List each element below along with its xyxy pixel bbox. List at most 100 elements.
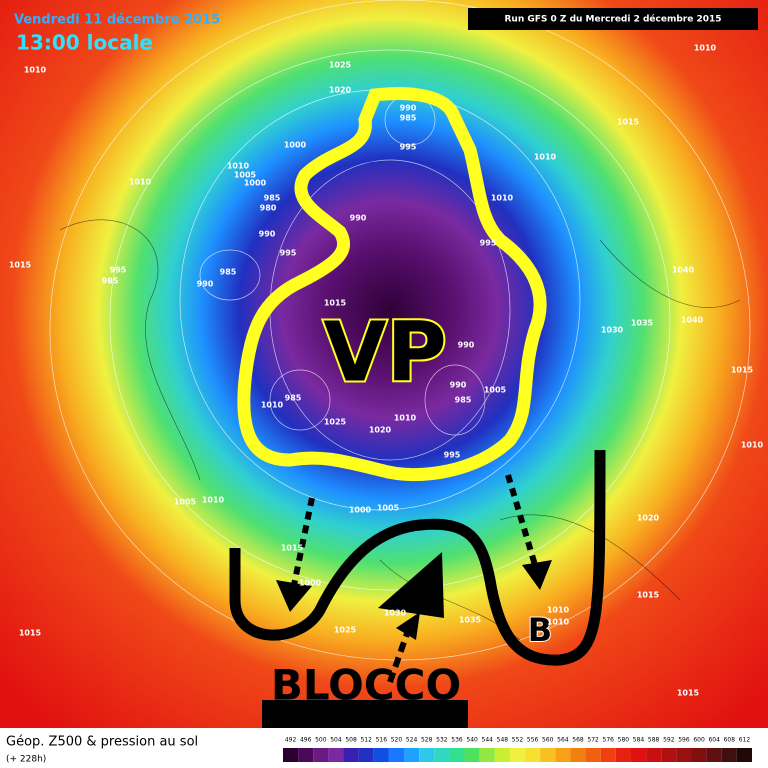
legend-swatch bbox=[449, 748, 465, 762]
legend-swatch bbox=[676, 748, 692, 762]
isobar-label: 1010 bbox=[129, 178, 152, 187]
isobar-label: 1025 bbox=[324, 418, 347, 427]
isobar-label: 1005 bbox=[377, 504, 400, 513]
legend-value: 540 bbox=[466, 737, 478, 744]
isobar-label: 1020 bbox=[637, 514, 660, 523]
isobar-label: 1010 bbox=[261, 401, 284, 410]
isobar-label: 985 bbox=[102, 277, 119, 286]
legend-swatch bbox=[646, 748, 662, 762]
isobar-label: 1035 bbox=[631, 319, 654, 328]
legend-value: 496 bbox=[300, 737, 312, 744]
isobar-label: 1010 bbox=[24, 66, 47, 75]
isobar-label: 985 bbox=[455, 396, 472, 405]
legend-swatch bbox=[661, 748, 677, 762]
isobar-label: 985 bbox=[220, 268, 237, 277]
isobar-label: 1020 bbox=[369, 426, 392, 435]
legend-value: 516 bbox=[376, 737, 388, 744]
legend-value: 504 bbox=[330, 737, 342, 744]
isobar-label: 1000 bbox=[244, 179, 267, 188]
legend-value: 492 bbox=[285, 737, 297, 744]
legend-swatch bbox=[509, 748, 526, 762]
time: 13:00 locale bbox=[16, 31, 153, 55]
legend-swatch bbox=[434, 748, 450, 762]
isobar-label: 990 bbox=[450, 381, 467, 390]
legend-swatch bbox=[373, 748, 389, 762]
run-box bbox=[468, 8, 758, 30]
footer-title: Géop. Z500 & pression au sol bbox=[6, 735, 198, 750]
legend-value: 552 bbox=[512, 737, 524, 744]
legend-swatch bbox=[540, 748, 556, 762]
isobar-label: 1010 bbox=[547, 618, 570, 627]
legend-swatch bbox=[494, 748, 510, 762]
legend-swatch bbox=[585, 748, 601, 762]
date: Vendredi 11 décembre 2015 bbox=[14, 13, 220, 28]
legend-swatch bbox=[479, 748, 495, 762]
isobar-label: 1010 bbox=[547, 606, 570, 615]
isobar-label: 1010 bbox=[741, 441, 764, 450]
isobar-label: 1005 bbox=[484, 386, 507, 395]
legend-value: 564 bbox=[557, 737, 569, 744]
isobar-label: 1015 bbox=[9, 261, 32, 270]
isobar-label: 1015 bbox=[324, 299, 347, 308]
isobar-label: 1005 bbox=[174, 498, 197, 507]
legend-value: 536 bbox=[451, 737, 463, 744]
isobar-label: 1010 bbox=[202, 496, 225, 505]
legend-swatch bbox=[721, 748, 737, 762]
legend-value: 596 bbox=[678, 737, 690, 744]
isobar-label: 990 bbox=[197, 280, 214, 289]
block-path bbox=[229, 449, 606, 666]
isobar-label: 1015 bbox=[731, 366, 754, 375]
legend-value: 568 bbox=[572, 737, 584, 744]
legend-value: 576 bbox=[603, 737, 615, 744]
legend-value: 592 bbox=[663, 737, 675, 744]
isobar-label: 995 bbox=[480, 239, 497, 248]
isobar-label: 1000 bbox=[284, 141, 307, 150]
legend-swatch bbox=[464, 748, 480, 762]
isobar-label: 1025 bbox=[329, 61, 352, 70]
dashed-arrows bbox=[291, 474, 538, 683]
isobar-label: 1000 bbox=[349, 506, 372, 515]
vortex-label: VP bbox=[323, 305, 447, 400]
legend-value: 528 bbox=[421, 737, 433, 744]
legend-value: 588 bbox=[648, 737, 660, 744]
isobar-label: 985 bbox=[400, 114, 417, 123]
isobar-label: 1025 bbox=[334, 626, 357, 635]
legend-value: 608 bbox=[724, 737, 736, 744]
isobar-label: 985 bbox=[285, 394, 302, 403]
isobar-label: 1015 bbox=[617, 118, 640, 127]
legend-swatch bbox=[328, 748, 344, 762]
isobar-label: 1015 bbox=[677, 689, 700, 698]
legend-value: 612 bbox=[739, 737, 751, 744]
isobar-label: 1000 bbox=[299, 579, 322, 588]
legend-swatch bbox=[404, 748, 420, 762]
legend: 492 496 500 504 508 512 516 520 524 528 532 536 540 5… bbox=[283, 737, 752, 762]
legend-value: 544 bbox=[482, 737, 494, 744]
legend-value: 512 bbox=[360, 737, 372, 744]
isobar-label: 995 bbox=[110, 266, 127, 275]
legend-swatch bbox=[600, 748, 616, 762]
legend-value: 508 bbox=[345, 737, 357, 744]
isobar-label: 995 bbox=[280, 249, 297, 258]
legend-value: 520 bbox=[391, 737, 403, 744]
legend-value: 600 bbox=[693, 737, 705, 744]
isobar-label: 1005 bbox=[234, 171, 257, 180]
legend-value: 548 bbox=[497, 737, 509, 744]
isobar-label: 1015 bbox=[19, 629, 42, 638]
isobar-label: 995 bbox=[444, 451, 461, 460]
legend-swatch bbox=[358, 748, 374, 762]
footer-lead: (+ 228h) bbox=[6, 755, 46, 765]
legend-value: 580 bbox=[618, 737, 630, 744]
isobar-label: 995 bbox=[400, 143, 417, 152]
isobar-label: 990 bbox=[259, 230, 276, 239]
legend-swatch bbox=[706, 748, 722, 762]
legend-value: 560 bbox=[542, 737, 554, 744]
legend-swatch bbox=[313, 748, 329, 762]
isobar-label: 990 bbox=[458, 341, 475, 350]
legend-swatch bbox=[555, 748, 571, 762]
legend-swatch bbox=[736, 748, 752, 762]
isobar-label: 1020 bbox=[329, 86, 352, 95]
isobar-label: 990 bbox=[400, 104, 417, 113]
isobar-label: 1040 bbox=[681, 316, 704, 325]
legend-swatch bbox=[388, 748, 405, 762]
